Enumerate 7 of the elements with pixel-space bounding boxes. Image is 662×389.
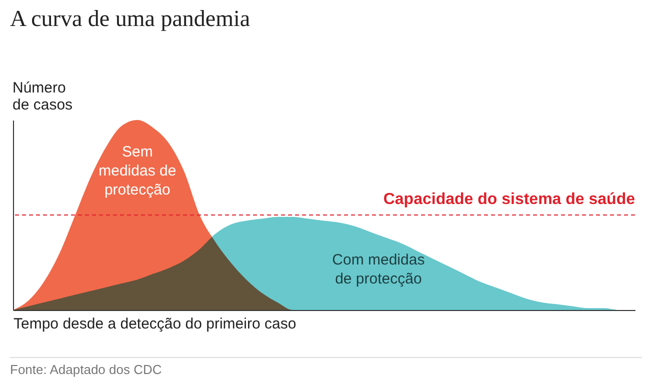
series-label: Sem medidas de protecção <box>98 144 176 199</box>
chart-title: A curva de uma pandemia <box>10 6 250 32</box>
x-axis-title: Tempo desde a detecção do primeiro caso <box>14 316 296 332</box>
source-note: Fonte: Adaptado dos CDC <box>10 357 642 377</box>
series-label: Com medidas de protecção <box>332 251 425 288</box>
y-axis-title: Número de casos <box>12 80 73 114</box>
ref-line-label: Capacidade do sistema de saúde <box>383 191 636 208</box>
